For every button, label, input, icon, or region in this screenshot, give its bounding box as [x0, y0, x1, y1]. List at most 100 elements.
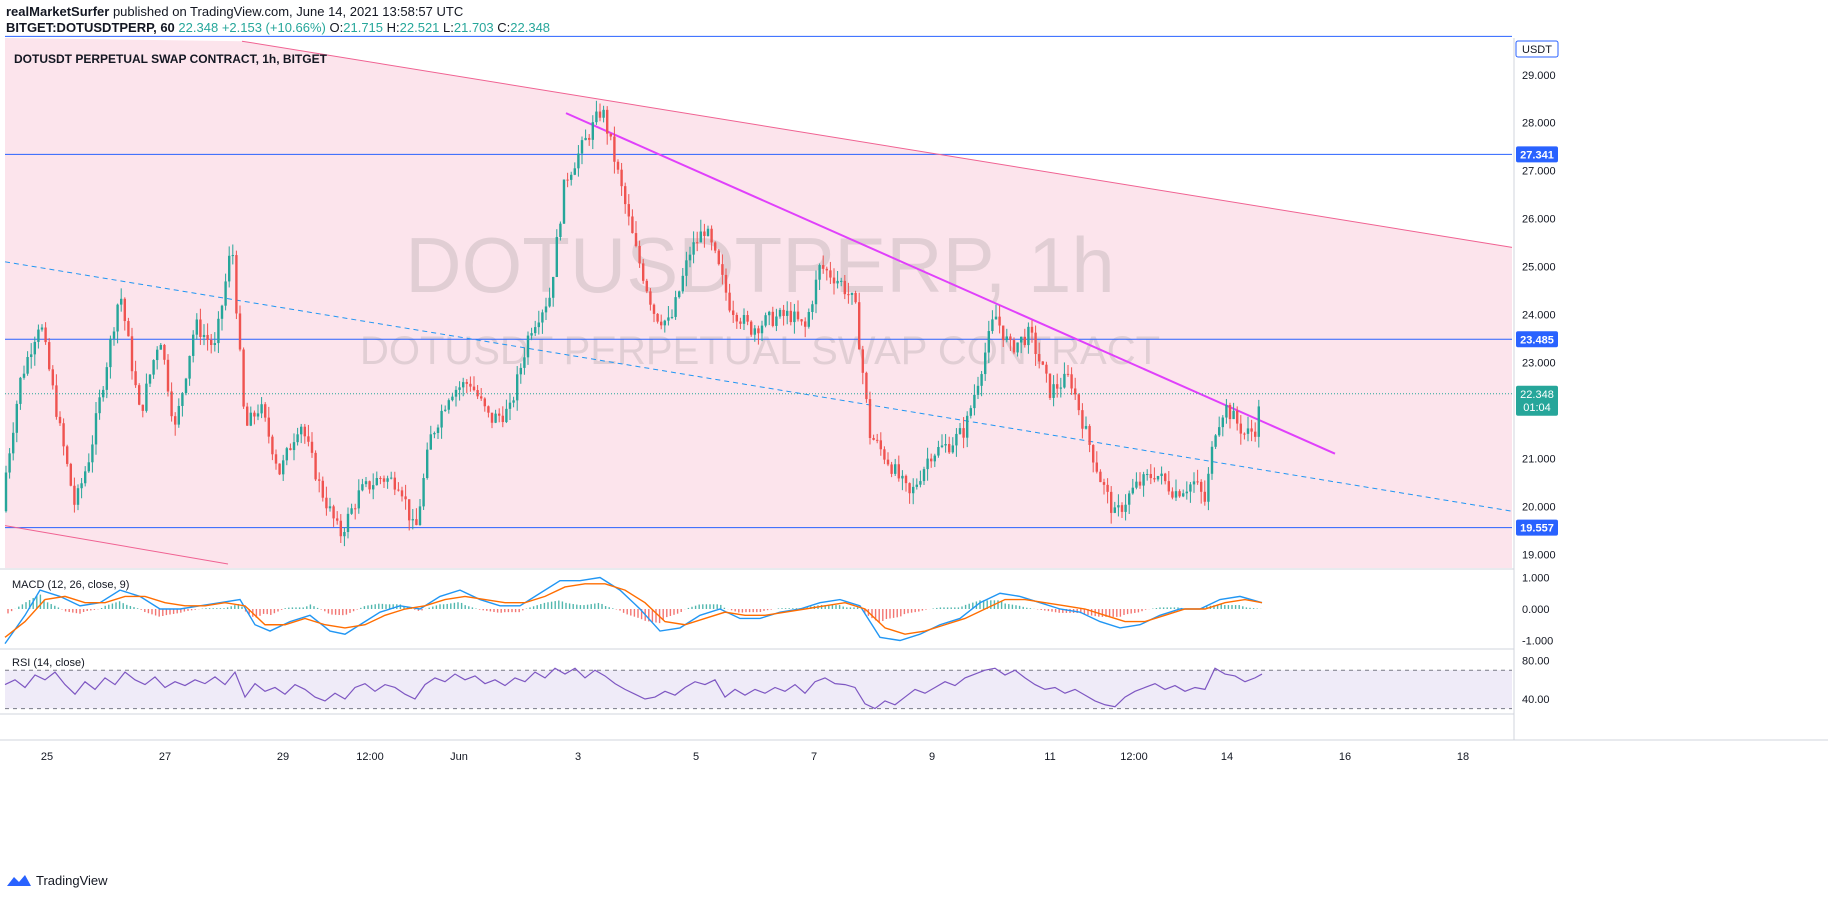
candle-body: [76, 488, 80, 505]
candle-body: [692, 242, 695, 255]
level-price-label: 19.557: [1520, 523, 1554, 535]
candle-body: [58, 416, 62, 424]
candle-body: [202, 334, 206, 338]
candle-body: [829, 270, 832, 278]
time-tick-label: 27: [159, 751, 171, 763]
candle-body: [235, 255, 238, 314]
candle-body: [912, 486, 915, 494]
candle-body: [472, 386, 476, 391]
candle-body: [631, 216, 634, 234]
candle-body: [1225, 404, 1228, 418]
candle-body: [501, 415, 504, 423]
candle-body: [876, 439, 879, 441]
candle-body: [865, 372, 868, 400]
candle-body: [415, 519, 418, 526]
candle-body: [519, 367, 522, 375]
candle-body: [422, 477, 425, 507]
candle-body: [505, 408, 508, 423]
candle-body: [570, 174, 573, 180]
candle-body: [577, 153, 580, 169]
candle-body: [127, 321, 130, 337]
trendline: [241, 40, 1513, 248]
candle-body: [739, 321, 742, 324]
candle-body: [364, 481, 368, 485]
candle-body: [868, 399, 872, 438]
candle-body: [242, 349, 245, 407]
candle-body: [681, 275, 684, 292]
macd-tick-label: -1.000: [1522, 636, 1553, 648]
candle-body: [818, 265, 821, 280]
candle-body: [958, 428, 962, 434]
candle-body: [1138, 481, 1142, 486]
candle-body: [944, 444, 947, 446]
candle-body: [310, 441, 314, 453]
candle-body: [15, 403, 18, 433]
candle-body: [1120, 505, 1124, 512]
price-tick-label: 21.000: [1522, 453, 1556, 465]
high-label: H:: [386, 20, 400, 35]
candle-body: [922, 469, 926, 482]
candle-body: [836, 280, 839, 284]
candle-body: [134, 371, 137, 386]
candle-body: [926, 458, 929, 470]
candle-body: [768, 311, 771, 316]
time-tick-label: 14: [1221, 751, 1233, 763]
candle-body: [1164, 473, 1167, 482]
candle-body: [188, 355, 191, 379]
candle-body: [307, 436, 310, 442]
candle-body: [350, 508, 353, 514]
candle-body: [721, 264, 724, 275]
candle-body: [616, 161, 620, 170]
candle-body: [1228, 404, 1232, 420]
level-price-tag: [1516, 519, 1558, 536]
candle-body: [141, 404, 144, 411]
watermark-subtitle: DOTUSDT PERPETUAL SWAP CONTRACT: [360, 329, 1160, 373]
price-tick-label: 27.000: [1522, 166, 1556, 178]
candle-body: [462, 382, 465, 388]
candle-body: [1009, 336, 1012, 341]
candle-body: [51, 369, 54, 386]
candle-body: [908, 483, 911, 494]
candle-body: [289, 448, 292, 451]
candle-body: [429, 434, 432, 450]
candle-body: [357, 490, 360, 509]
candle-body: [656, 313, 659, 322]
candle-body: [667, 317, 670, 321]
level-price-label: 23.485: [1520, 334, 1554, 346]
channel-fill: [5, 38, 1512, 568]
candle-body: [1074, 388, 1077, 395]
candle-body: [1102, 482, 1106, 485]
candle-body: [37, 329, 40, 342]
candle-body: [480, 396, 483, 399]
candle-body: [771, 311, 774, 326]
candle-body: [8, 453, 11, 473]
low-label: L:: [443, 20, 454, 35]
candle-body: [1117, 505, 1120, 508]
candle-body: [688, 254, 692, 261]
candle-body: [613, 136, 616, 162]
candle-body: [210, 339, 213, 345]
candle-body: [465, 382, 468, 384]
time-tick-label: 16: [1339, 751, 1351, 763]
candle-body: [930, 458, 933, 462]
candle-body: [166, 359, 170, 392]
candle-body: [120, 298, 123, 305]
candle-body: [321, 480, 324, 498]
candle-body: [292, 442, 296, 451]
candle-body: [98, 397, 101, 414]
candle-body: [1192, 481, 1196, 485]
candle-body: [408, 499, 411, 521]
candle-body: [674, 297, 677, 317]
candle-body: [1034, 332, 1037, 355]
candle-body: [1239, 423, 1242, 434]
candle-body: [130, 336, 134, 372]
candle-body: [789, 310, 792, 323]
footer-brand[interactable]: TradingView: [6, 872, 108, 888]
candle-body: [487, 406, 490, 413]
candle-body: [1149, 474, 1152, 479]
candle-body: [559, 223, 562, 238]
publisher-name[interactable]: realMarketSurfer: [6, 4, 110, 19]
candle-body: [1171, 491, 1174, 498]
candle-body: [796, 311, 800, 320]
